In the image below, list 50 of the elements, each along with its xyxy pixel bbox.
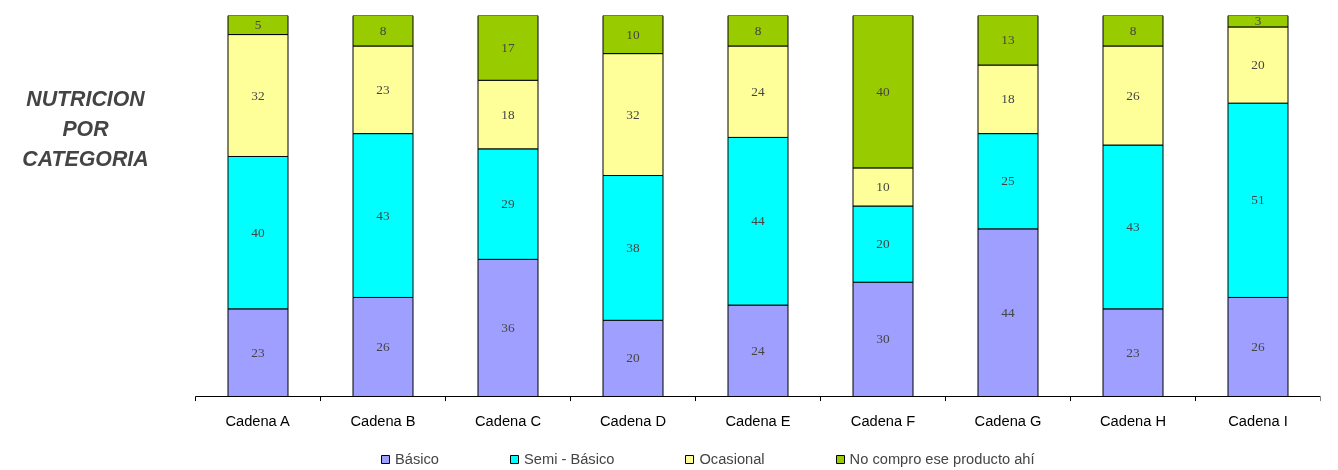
data-label: 13 — [1001, 32, 1015, 48]
data-label: 25 — [1001, 173, 1015, 189]
data-label: 10 — [876, 178, 890, 194]
x-tick-label: Cadena G — [974, 413, 1042, 430]
text: NUTRICION POR CATEGORIA — [22, 86, 149, 171]
data-label: 20 — [876, 236, 890, 252]
legend-label: Ocasional — [699, 451, 765, 467]
data-label: 43 — [1126, 218, 1140, 234]
legend-label: Básico — [395, 451, 439, 467]
data-label: 18 — [501, 106, 515, 122]
data-label: 26 — [1251, 338, 1265, 354]
data-label: 24 — [751, 342, 765, 358]
data-label: 30 — [876, 331, 890, 347]
data-label: 40 — [876, 83, 890, 99]
data-label: 5 — [254, 17, 262, 33]
legend-label: No compro ese producto ahí — [849, 451, 1035, 467]
x-tick-label: Cadena B — [350, 413, 416, 430]
data-label: 32 — [626, 106, 640, 122]
data-label: 8 — [754, 22, 762, 38]
data-label: 8 — [379, 22, 387, 38]
data-label: 17 — [501, 39, 515, 55]
data-label: 29 — [501, 196, 515, 212]
x-tick-label: Cadena A — [225, 413, 291, 430]
data-label: 26 — [1126, 87, 1140, 103]
data-label: 3 — [1254, 13, 1262, 29]
data-label: 44 — [751, 213, 765, 229]
data-label: 24 — [751, 83, 765, 99]
data-label: 23 — [376, 81, 390, 97]
data-label: 20 — [626, 350, 640, 366]
data-label: 51 — [1251, 192, 1265, 208]
x-tick-label: Cadena E — [725, 413, 791, 430]
data-label: 23 — [251, 344, 265, 360]
data-label: 32 — [251, 87, 265, 103]
x-tick-label: Cadena H — [1100, 413, 1166, 430]
legend-label: Semi - Básico — [524, 451, 615, 467]
data-label: 23 — [1126, 344, 1140, 360]
data-label: 43 — [376, 207, 390, 223]
x-tick-label: Cadena F — [850, 413, 916, 430]
x-tick-label: Cadena C — [475, 413, 542, 430]
data-label: 10 — [626, 26, 640, 42]
data-label: 38 — [626, 239, 640, 255]
data-label: 40 — [251, 224, 265, 240]
data-label: 36 — [501, 319, 515, 335]
data-label: 8 — [1129, 22, 1137, 38]
data-label: 20 — [1251, 57, 1265, 73]
data-label: 44 — [1001, 304, 1015, 320]
x-tick-label: Cadena I — [1228, 413, 1288, 430]
data-label: 18 — [1001, 91, 1015, 107]
x-tick-label: Cadena D — [600, 413, 666, 430]
data-label: 26 — [376, 338, 390, 354]
